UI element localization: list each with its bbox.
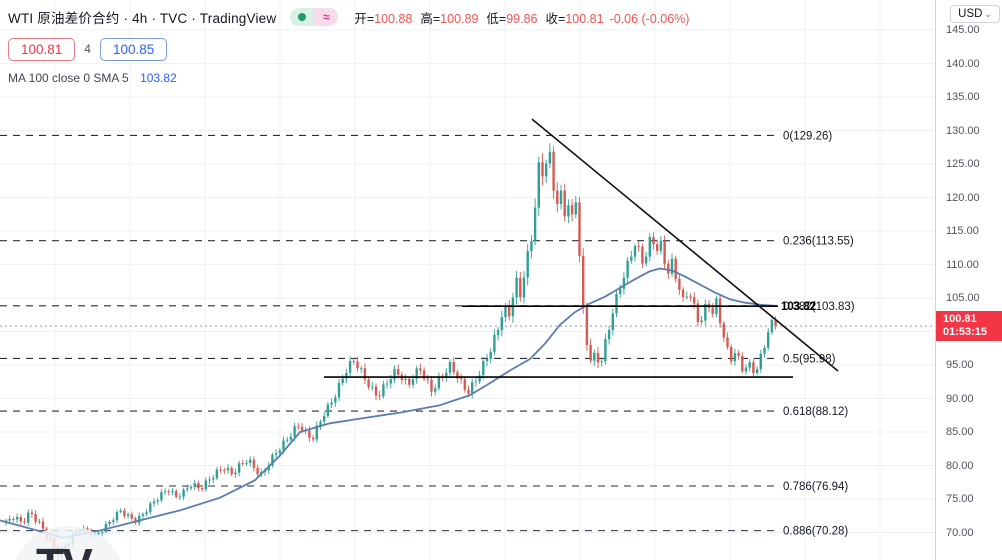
axis-tick: 115.00 — [946, 225, 979, 237]
close-label: 收= — [545, 11, 566, 26]
tradingview-logo-icon: TV — [36, 538, 93, 560]
last-price-label: 100.81 01:53:15 — [936, 311, 1002, 342]
ohlc-values: 开=100.88 高=100.89 低=99.86 收=100.81 -0.06 (-0… — [354, 8, 689, 27]
indicator-row[interactable]: MA 100 close 0 SMA 5 103.82 — [8, 71, 689, 85]
high-label: 高= — [420, 11, 441, 26]
horizontal-lines — [324, 305, 793, 378]
axis-tick: 75.00 — [946, 493, 974, 505]
open-label: 开= — [354, 11, 375, 26]
price-axis[interactable]: 145.00 140.00 135.00 130.00 125.00 120.00 115.… — [935, 0, 1002, 560]
fib-label: 0.786(76.94) — [783, 481, 848, 493]
axis-tick: 95.00 — [946, 359, 974, 371]
axis-tick: 70.00 — [946, 526, 974, 539]
candles-layer — [4, 143, 777, 560]
axis-tick: 135.00 — [946, 91, 980, 103]
low-label: 低= — [486, 11, 507, 26]
close-value: 100.81 — [565, 11, 604, 26]
axis-tick: 105.00 — [946, 292, 980, 304]
market-status-badge[interactable]: ≈ — [290, 8, 339, 26]
fib-label: 0.5(95.98) — [783, 353, 836, 365]
trendline — [531, 118, 839, 372]
axis-tick: 130.00 — [946, 124, 980, 137]
buy-button[interactable]: 100.85 — [99, 37, 168, 61]
last-price-value: 100.81 — [943, 313, 977, 326]
fib-label: 0(129.26) — [783, 130, 832, 142]
ma-line — [0, 267, 778, 539]
approx-icon: ≈ — [314, 8, 339, 26]
tradingview-watermark: TV — [10, 526, 130, 560]
axis-tick: 145.00 — [946, 24, 980, 36]
spread-value: 4 — [84, 42, 91, 56]
status-dot-icon — [298, 13, 307, 21]
fib-retracement — [0, 134, 778, 532]
chart-pane[interactable]: 0(129.26) 0.236(113.55) 0.382(103.83) 0.5(9… — [0, 0, 935, 560]
indicator-value: 103.82 — [140, 71, 177, 85]
indicator-label: MA 100 close 0 SMA 5 — [8, 71, 129, 85]
symbol-title[interactable]: WTI 原油差价合约 · 4h · TVC · TradingView — [8, 11, 277, 26]
chart-labels: 0(129.26) 0.236(113.55) 0.382(103.83) 0.5(9… — [781, 130, 855, 537]
bar-countdown: 01:53:15 — [943, 326, 988, 339]
fib-label: 0.382(103.83) — [783, 301, 855, 313]
open-value: 100.88 — [374, 11, 413, 26]
grid-lines — [0, 0, 935, 560]
axis-tick: 125.00 — [946, 158, 980, 170]
axis-tick: 80.00 — [946, 459, 974, 472]
line-price-label: 103.82 — [781, 301, 816, 313]
axis-tick: 120.00 — [946, 191, 980, 204]
axis-tick: 85.00 — [946, 426, 974, 438]
low-value: 99.86 — [506, 11, 538, 26]
axis-tick: 110.00 — [946, 258, 979, 271]
sell-button[interactable]: 100.81 — [8, 37, 76, 61]
fib-label: 0.886(70.28) — [783, 526, 848, 538]
fib-label: 0.618(88.12) — [783, 406, 848, 418]
candlestick-chart[interactable]: 0(129.26) 0.236(113.55) 0.382(103.83) 0.5(9… — [0, 0, 935, 560]
currency-label: USD — [958, 8, 983, 20]
chevron-down-icon: ⌄ — [984, 9, 992, 19]
fib-label: 0.236(113.55) — [783, 236, 854, 248]
legend: WTI 原油差价合约 · 4h · TVC · TradingView ≈ 开=… — [8, 6, 689, 85]
high-value: 100.89 — [440, 11, 479, 26]
axis-tick: 140.00 — [946, 57, 980, 70]
currency-dropdown[interactable]: USD ⌄ — [950, 5, 1000, 23]
change-value: -0.06 (-0.06%) — [609, 11, 690, 26]
axis-tick: 90.00 — [946, 392, 974, 405]
status-dot-wrap — [290, 8, 315, 26]
